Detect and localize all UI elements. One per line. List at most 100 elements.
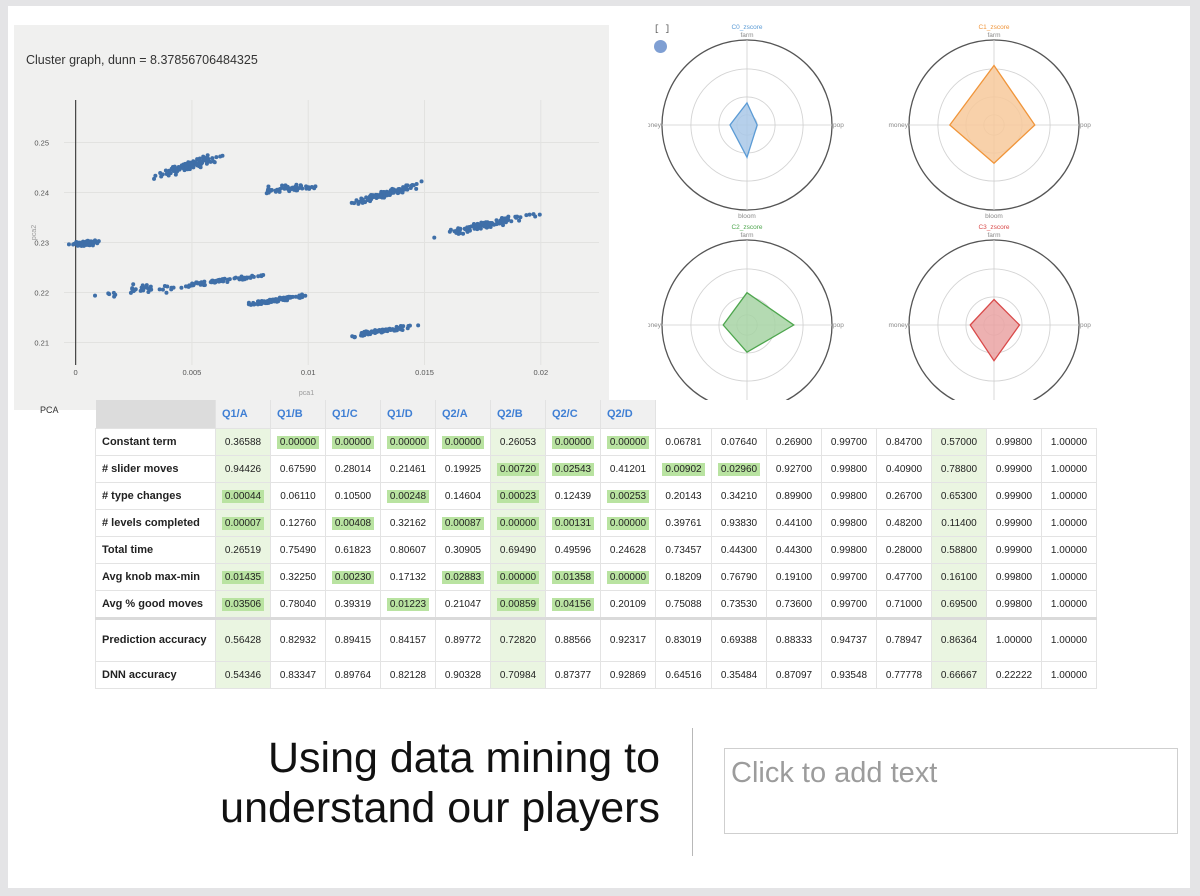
cell-value: 0.83347 <box>279 669 317 681</box>
scatter-point <box>160 287 165 292</box>
table-cell: 0.99800 <box>986 590 1042 619</box>
scatter-point <box>405 183 410 188</box>
table-cell: 0.87097 <box>766 661 822 689</box>
cell-value: 0.19925 <box>444 463 482 475</box>
table-row: DNN accuracy 0.54346 0.83347 0.89764 0.82128… <box>95 661 1097 689</box>
table-cell: 0.06110 <box>270 482 326 510</box>
table-cell: 0.99800 <box>821 482 877 510</box>
radar-title: C3_zscore <box>978 224 1009 231</box>
column-header <box>766 400 822 429</box>
cell-value: 0.84700 <box>885 436 923 448</box>
radar-axis-label: pop <box>1080 322 1091 329</box>
scatter-point <box>475 227 480 232</box>
scatter-point <box>107 292 112 297</box>
table-cell: 0.99800 <box>821 509 877 537</box>
table-cell: 0.00859 <box>490 590 546 619</box>
cell-value: 0.71000 <box>885 598 923 610</box>
cell-value: 0.89764 <box>334 669 372 681</box>
scatter-point <box>293 184 298 189</box>
scatter-point <box>93 238 98 243</box>
table-cell: 1.00000 <box>986 617 1042 662</box>
scatter-point <box>380 328 385 333</box>
table-cell: 0.28014 <box>325 455 381 483</box>
table-cell: 0.12439 <box>545 482 601 510</box>
scatter-point <box>274 297 279 302</box>
scatter-point <box>186 161 191 166</box>
table-cell: 0.00000 <box>490 509 546 537</box>
bracket-text: [ ] <box>654 24 671 34</box>
scatter-point <box>86 242 91 247</box>
scatter-point <box>457 231 462 236</box>
user-icon[interactable] <box>654 40 667 53</box>
scatter-point <box>93 293 98 298</box>
cell-value: 0.14604 <box>444 490 482 502</box>
cell-value: 0.77778 <box>885 669 923 681</box>
chart-title: Cluster graph, dunn = 8.37856706484325 <box>26 53 258 67</box>
scatter-point <box>494 218 499 223</box>
x-tick-label: 0.01 <box>301 368 316 377</box>
column-header <box>821 400 877 429</box>
table-cell: 0.92700 <box>766 455 822 483</box>
scatter-point <box>197 157 202 162</box>
table-cell: 0.00023 <box>490 482 546 510</box>
scatter-point <box>227 277 232 282</box>
cell-value: 0.57000 <box>940 436 978 448</box>
table-cell: 0.88333 <box>766 617 822 662</box>
text-placeholder-box[interactable]: Click to add text <box>724 748 1178 834</box>
scatter-point <box>145 286 150 291</box>
column-header: Q2/D <box>600 400 656 429</box>
table-cell: 0.06781 <box>655 428 712 456</box>
cell-value: 0.94426 <box>224 463 262 475</box>
scatter-point <box>360 197 365 202</box>
scatter-point <box>378 194 383 199</box>
scatter-points <box>66 153 542 340</box>
table-cell: 0.61823 <box>325 536 381 564</box>
cell-value: 0.58800 <box>940 544 978 556</box>
scatter-point <box>504 216 509 221</box>
placeholder-text[interactable]: Click to add text <box>731 757 938 789</box>
table-cell: 0.72820 <box>490 617 546 662</box>
table-cell: 0.20143 <box>655 482 712 510</box>
significant-value: 0.00000 <box>496 516 540 530</box>
radar-axis-label: money <box>648 322 662 329</box>
scatter-plot-area: 0 0.005 0.01 0.015 0.02 0.25 0.24 0.23 0.22 0.21 p… <box>31 100 599 397</box>
cell-value: 0.99800 <box>830 517 868 529</box>
table-cell: 0.32162 <box>380 509 436 537</box>
significant-value: 0.00230 <box>331 570 375 584</box>
cell-value: 0.84157 <box>389 635 427 646</box>
significant-value: 0.01435 <box>221 570 265 584</box>
cell-value: 0.28000 <box>885 544 923 556</box>
legend-stub: PCA <box>40 405 59 415</box>
table-cell: 0.00000 <box>600 509 656 537</box>
scatter-point <box>215 278 220 283</box>
scatter-point <box>364 195 369 200</box>
column-header <box>655 400 712 429</box>
scatter-point <box>537 212 542 217</box>
cell-value: 0.99800 <box>995 436 1033 448</box>
cell-value: 0.99900 <box>995 517 1033 529</box>
scatter-point <box>210 156 215 161</box>
scatter-point <box>396 188 401 193</box>
cell-value: 0.26519 <box>224 544 262 556</box>
table-cell: 0.69500 <box>931 590 987 619</box>
cell-value: 0.64516 <box>665 669 702 681</box>
radar-axis-label: bloom <box>985 213 1003 220</box>
cell-value: 0.48200 <box>885 517 923 529</box>
vertical-divider <box>692 728 693 856</box>
cell-value: 0.21047 <box>444 598 482 610</box>
cell-value: 0.44100 <box>775 517 813 529</box>
scatter-point <box>518 215 523 220</box>
significant-value: 0.00000 <box>386 435 430 449</box>
scatter-point <box>391 190 396 195</box>
scatter-point <box>261 272 266 277</box>
cell-value: 1.00000 <box>1050 517 1088 529</box>
cell-value: 0.17132 <box>389 571 427 583</box>
table-cell: 0.78800 <box>931 455 987 483</box>
radar-polygon <box>948 64 1036 165</box>
table-cell: 0.16100 <box>931 563 987 591</box>
table-cell: 0.99800 <box>821 455 877 483</box>
scatter-point <box>369 195 374 200</box>
table-cell: 0.00902 <box>655 455 712 483</box>
scatter-point <box>294 188 299 193</box>
scatter-point <box>366 198 371 203</box>
